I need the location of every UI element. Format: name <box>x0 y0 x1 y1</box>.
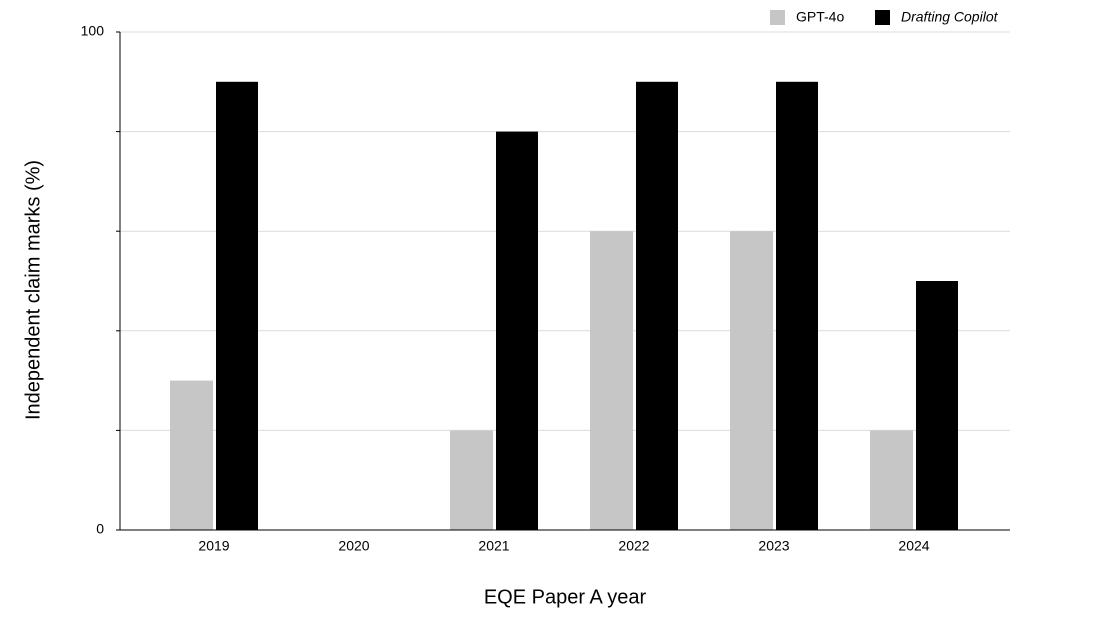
y-tick-label: 100 <box>81 23 105 39</box>
bar <box>170 380 213 530</box>
legend-label: GPT-4o <box>796 9 844 25</box>
bar <box>590 231 633 530</box>
x-axis-title: EQE Paper A year <box>484 586 647 608</box>
y-tick-label: 0 <box>96 521 104 537</box>
y-axis-title: Independent claim marks (%) <box>22 160 44 420</box>
legend-swatch <box>875 10 890 25</box>
legend-label: Drafting Copilot <box>901 9 999 25</box>
bar <box>450 430 493 530</box>
x-tick-label: 2019 <box>198 538 229 554</box>
bar <box>916 281 958 530</box>
legend-swatch <box>770 10 785 25</box>
x-tick-label: 2021 <box>478 538 509 554</box>
bar <box>636 81 678 531</box>
bar <box>216 81 258 531</box>
x-tick-label: 2024 <box>898 538 929 554</box>
bar <box>870 430 913 530</box>
bar <box>496 131 538 530</box>
bar <box>730 231 773 530</box>
x-tick-label: 2022 <box>618 538 649 554</box>
x-tick-label: 2020 <box>338 538 369 554</box>
x-tick-label: 2023 <box>758 538 789 554</box>
bar <box>776 81 818 531</box>
